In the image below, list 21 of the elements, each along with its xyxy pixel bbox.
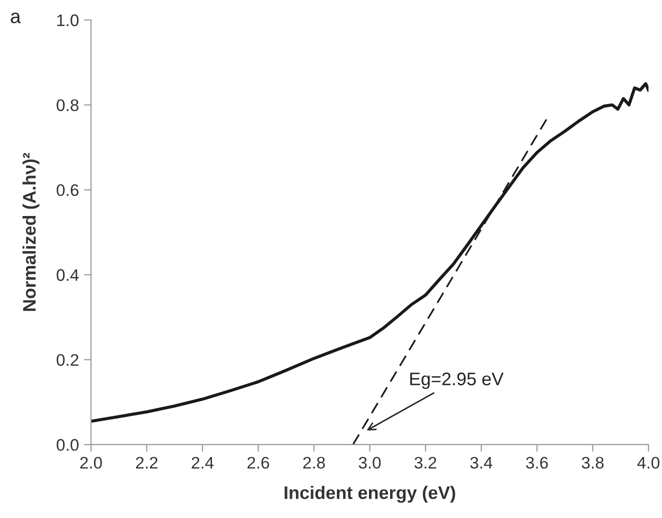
x-tick-label: 2.4: [192, 456, 214, 468]
y-axis-title: Normalized (A.hν)²: [22, 152, 40, 311]
y-tick-label: 0.2: [56, 354, 78, 366]
text: a: [10, 12, 21, 24]
y-tick-label: 0.4: [56, 269, 79, 281]
x-tick-label: 3.2: [414, 456, 436, 469]
x-tick-label: 3.0: [358, 456, 381, 469]
x-tick-label: 2.0: [80, 456, 102, 469]
x-tick-label: 3.4: [470, 456, 492, 469]
y-tick-label: 0.0: [56, 439, 79, 451]
x-tick-label: 2.6: [248, 456, 270, 469]
y-tick-label: 0.6: [56, 184, 78, 196]
x-tick-label: 3.8: [582, 456, 604, 469]
x-tick-label: 2.8: [303, 456, 325, 469]
x-tick-label: 2.2: [136, 456, 158, 468]
annotation: Eg=2.95 eV: [410, 372, 504, 389]
x-axis-title: Incident energy (eV): [284, 486, 456, 503]
x-tick-label: 3.6: [526, 456, 548, 469]
y-tick-label: 1.0: [57, 14, 79, 26]
x-tick-label: 4.0: [637, 456, 660, 469]
y-tick-label: 0.8: [56, 99, 78, 112]
